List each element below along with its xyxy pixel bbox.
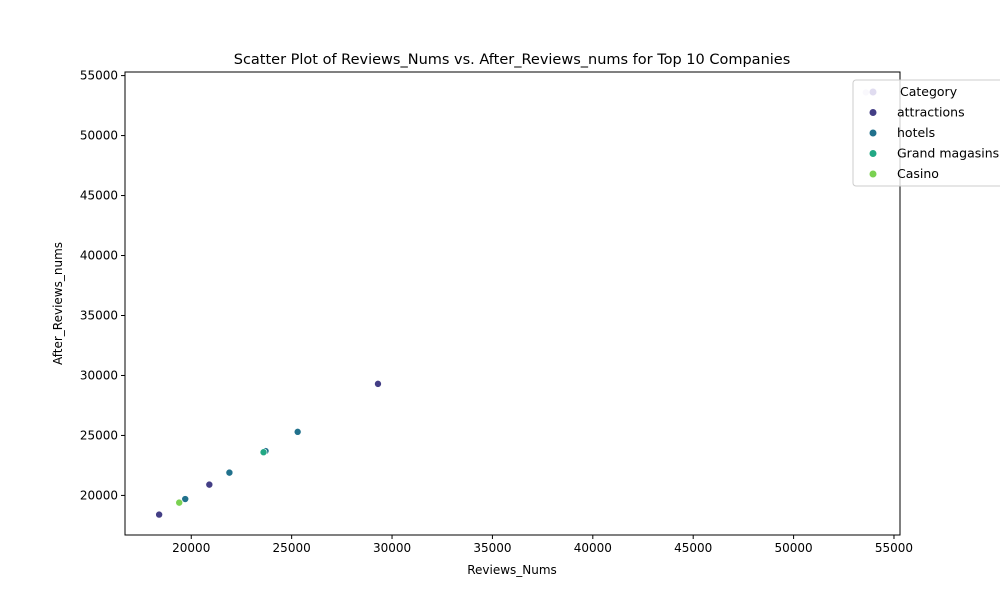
y-axis-ticks: 20000 25000 30000 35000 40000 45000 50000 55000 <box>80 69 125 502</box>
legend: Category attractions hotels Grand magasins C… <box>852 79 1000 187</box>
y-tick-label: 30000 <box>80 368 118 382</box>
legend-marker <box>869 129 877 137</box>
y-axis-label: After_Reviews_nums <box>51 242 65 365</box>
data-point <box>155 510 163 519</box>
legend-marker <box>869 150 877 157</box>
data-point <box>175 498 184 507</box>
y-tick-label: 55000 <box>80 69 118 83</box>
y-tick-label: 25000 <box>80 428 118 442</box>
data-point <box>259 448 268 457</box>
y-tick-label: 20000 <box>80 488 118 502</box>
y-tick-label: 45000 <box>80 189 118 203</box>
legend-label: hotels <box>897 125 935 140</box>
chart-title: Scatter Plot of Reviews_Nums vs. After_R… <box>234 52 791 68</box>
legend-items: Category attractions hotels Grand magasins C… <box>869 84 999 181</box>
x-axis-label: Reviews_Nums <box>467 563 557 577</box>
data-point <box>181 495 190 503</box>
plot-area <box>124 71 901 536</box>
x-tick-label: 25000 <box>273 541 311 555</box>
x-axis-ticks: 20000 25000 30000 35000 40000 45000 50000 55000 <box>172 535 913 555</box>
legend-label: Casino <box>897 166 939 181</box>
y-tick-label: 40000 <box>80 249 118 263</box>
legend-marker <box>869 109 877 116</box>
legend-label: Grand magasins <box>897 146 999 161</box>
x-tick-label: 40000 <box>574 541 612 555</box>
data-point <box>293 428 302 436</box>
data-point <box>374 380 382 388</box>
legend-marker <box>869 170 877 178</box>
x-tick-label: 35000 <box>473 541 511 555</box>
x-tick-label: 50000 <box>774 541 812 555</box>
legend-marker <box>869 88 877 96</box>
data-point <box>225 468 234 477</box>
data-point <box>205 480 214 489</box>
y-tick-label: 35000 <box>80 308 118 322</box>
x-tick-label: 55000 <box>875 541 913 555</box>
x-tick-label: 30000 <box>373 541 411 555</box>
y-tick-label: 50000 <box>80 129 118 143</box>
legend-label: Category <box>900 84 958 99</box>
x-tick-label: 20000 <box>172 541 210 555</box>
legend-box <box>852 79 1000 187</box>
x-tick-label: 45000 <box>674 541 712 555</box>
legend-label: attractions <box>897 105 965 120</box>
